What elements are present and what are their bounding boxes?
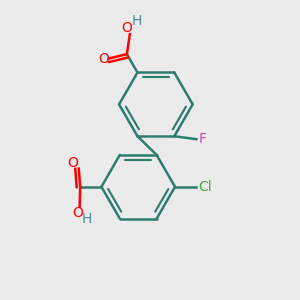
Text: Cl: Cl	[198, 180, 211, 194]
Text: H: H	[81, 212, 92, 226]
Text: H: H	[132, 14, 142, 28]
Text: O: O	[68, 156, 78, 170]
Text: O: O	[73, 206, 84, 220]
Text: O: O	[98, 52, 109, 65]
Text: O: O	[122, 21, 132, 34]
Text: F: F	[199, 132, 207, 146]
